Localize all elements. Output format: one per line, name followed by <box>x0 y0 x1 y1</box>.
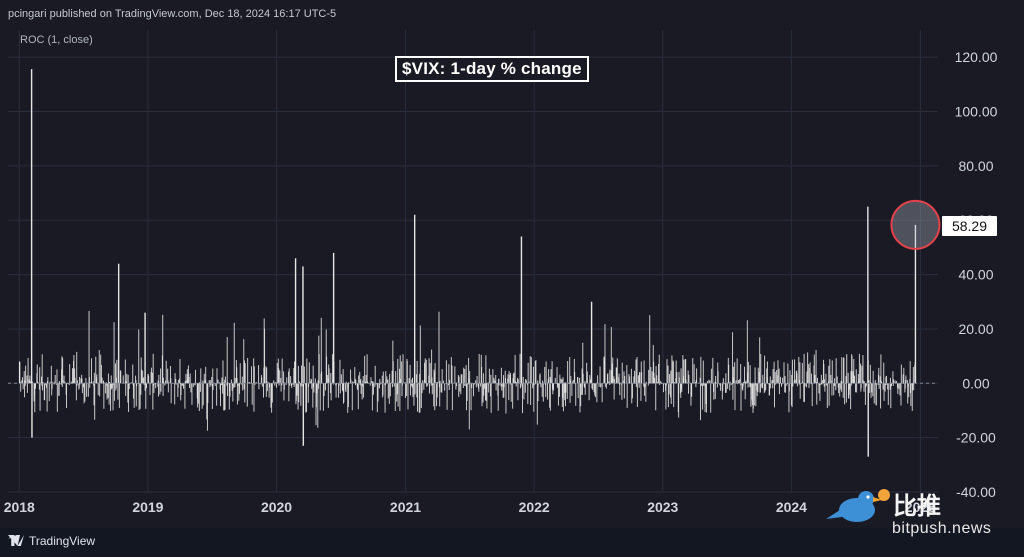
y-tick-label: 80.00 <box>958 158 993 174</box>
y-tick-label: 40.00 <box>958 267 993 283</box>
y-tick-label: -40.00 <box>956 484 996 500</box>
x-tick-label: 2022 <box>519 499 550 515</box>
x-tick-label: 2025 <box>905 499 936 515</box>
x-tick-label: 2020 <box>261 499 292 515</box>
highlight-circle <box>890 199 941 250</box>
chart-title: $VIX: 1-day % change <box>395 56 589 82</box>
watermark-site: bitpush.news <box>892 520 992 537</box>
y-tick-label: 120.00 <box>955 49 998 65</box>
watermark-cn: 比推 <box>893 493 941 520</box>
grid-lines <box>8 30 938 493</box>
indicator-label[interactable]: ROC (1, close) <box>20 34 93 46</box>
last-value-label: 58.29 <box>942 216 997 236</box>
y-tick-label: 0.00 <box>962 375 989 391</box>
x-axis: 2018 2019 2020 2021 2022 2023 2024 2025 <box>4 499 936 515</box>
x-tick-label: 2019 <box>132 499 163 515</box>
footer-bar <box>0 528 1024 557</box>
published-header: pcingari published on TradingView.com, D… <box>8 8 337 20</box>
y-tick-label: 100.00 <box>955 104 998 120</box>
y-tick-label: 20.00 <box>958 321 993 337</box>
x-tick-label: 2021 <box>390 499 421 515</box>
y-axis: 120.00100.0080.0060.0040.0020.000.00-20.… <box>955 49 998 500</box>
x-tick-label: 2023 <box>647 499 678 515</box>
x-tick-label: 2024 <box>776 499 807 515</box>
bird-logo <box>826 489 890 522</box>
tradingview-logo-text: TradingView <box>29 534 96 548</box>
y-tick-label: -20.00 <box>956 430 996 446</box>
roc-bars <box>18 69 917 457</box>
tradingview-icon <box>8 535 24 546</box>
x-tick-label: 2018 <box>4 499 35 515</box>
tradingview-logo[interactable]: TradingView <box>8 534 95 548</box>
